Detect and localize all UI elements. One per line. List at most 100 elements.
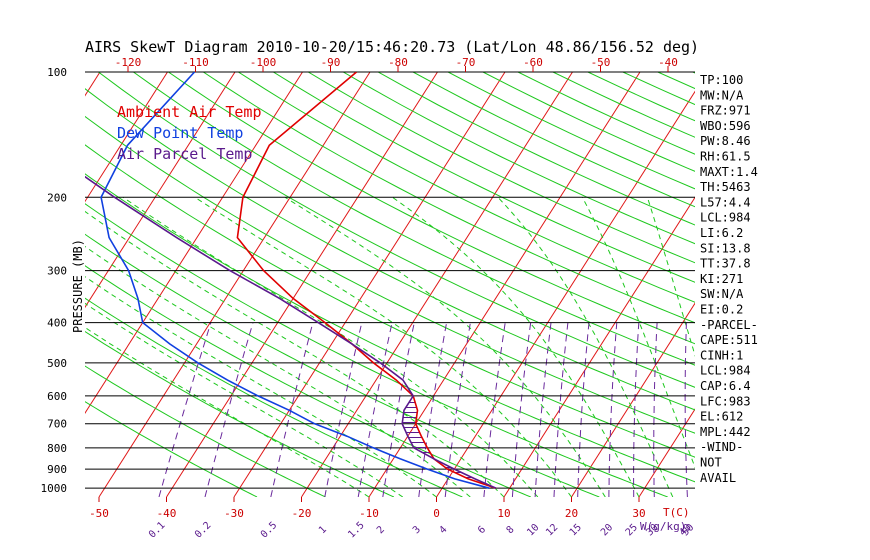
mixing-ratio-tick-label: 0.5	[259, 520, 280, 541]
dry-adiabat-line	[85, 144, 695, 458]
chart-title: AIRS SkewT Diagram 2010-10-20/15:46:20.7…	[85, 38, 699, 56]
moist-adiabat-line	[85, 245, 471, 497]
dry-adiabat-line	[85, 115, 695, 434]
mixing-ratio-tick-label: 4	[437, 524, 449, 536]
bottom-temp-tick-label: 10	[497, 507, 510, 520]
pressure-tick-label: 300	[47, 265, 67, 278]
isotherm-line	[85, 72, 168, 203]
mixing-ratio-line	[483, 322, 506, 497]
mixing-unit-label: W(g/kg)	[640, 520, 686, 533]
mixing-ratio-line	[270, 322, 314, 497]
top-temp-tick-label: -90	[321, 56, 341, 69]
index-label: EI:0.2	[700, 303, 743, 317]
cape-area	[401, 394, 497, 489]
isotherm-line	[98, 72, 371, 497]
legend-ambient: Ambient Air Temp	[117, 103, 262, 121]
bottom-temp-tick-labels: -50 -40 -30 -20 -10 0 10 20 30	[89, 497, 646, 520]
top-temp-tick-label: -50	[591, 56, 611, 69]
top-temp-tick-label: -80	[388, 56, 408, 69]
dry-adiabat-line	[85, 365, 326, 497]
mixing-ratio-tick-label: 15	[568, 522, 584, 538]
index-label: MW:N/A	[700, 88, 744, 102]
pressure-tick-label: 400	[47, 317, 67, 330]
dry-adiabat-line	[482, 72, 695, 172]
bottom-temp-tick-label: -50	[89, 507, 109, 520]
isotherm-line	[0, 72, 33, 497]
legend-dewpoint: Dew Point Temp	[117, 124, 243, 142]
pressure-tick-label: 1000	[41, 482, 68, 495]
bottom-temp-tick-label: -10	[359, 507, 379, 520]
pressure-tick-label: 200	[47, 191, 67, 204]
index-label: TP:100	[700, 73, 743, 87]
mixing-ratio-line	[553, 322, 569, 497]
pressure-tick-label: 800	[47, 442, 67, 455]
moist-adiabat-line	[85, 210, 505, 497]
index-label: LFC:983	[700, 394, 751, 408]
index-label: CINH:1	[700, 348, 743, 362]
bottom-temp-tick-label: -30	[224, 507, 244, 520]
isotherm-line	[85, 72, 101, 97]
mixing-ratio-tick-label: 25	[624, 522, 640, 538]
dewpoint-temp-line	[100, 72, 490, 489]
mixing-ratio-line	[444, 322, 471, 497]
index-label: EL:612	[700, 410, 743, 424]
top-temp-tick-label: -100	[250, 56, 277, 69]
index-label: WBO:596	[700, 119, 751, 133]
isotherm-line	[436, 90, 695, 497]
index-label: SI:13.8	[700, 241, 751, 255]
dry-adiabat-line	[238, 72, 695, 303]
pressure-tick-labels: 100 200 300 400 500 600 700 800 900 1000	[41, 66, 68, 495]
index-label: LCL:984	[700, 364, 751, 378]
mixing-ratio-tick-label: 1	[317, 524, 329, 536]
isotherm-line	[85, 72, 236, 309]
dry-adiabat-line	[447, 72, 695, 190]
pressure-tick-label: 600	[47, 390, 67, 403]
isotherm-line	[638, 408, 695, 497]
pressure-tick-label: 500	[47, 357, 67, 370]
dry-adiabat-line	[85, 265, 531, 497]
isotherm-line	[233, 72, 506, 497]
mixing-ratio-line	[324, 322, 363, 497]
dry-adiabat-line	[133, 72, 695, 366]
index-label: AVAIL	[700, 471, 736, 485]
isotherm-line	[166, 72, 438, 497]
dry-adiabat-line	[307, 72, 695, 264]
dry-adiabat-line	[412, 72, 695, 208]
mixing-ratio-line	[534, 322, 552, 497]
bottom-temp-tick-label: 30	[632, 507, 645, 520]
index-label: TT:37.8	[700, 257, 751, 271]
y-axis-label: PRESSURE (MB)	[71, 239, 85, 333]
index-label: MPL:442	[700, 425, 751, 439]
mixing-ratio-tick-label: 10	[525, 522, 541, 538]
index-label: CAP:6.4	[700, 379, 751, 393]
mixing-ratio-tick-label: 8	[505, 524, 517, 536]
mixing-ratio-line	[653, 322, 658, 497]
parcel-temp-line	[85, 175, 497, 489]
bottom-temp-tick-label: -20	[292, 507, 312, 520]
top-temp-tick-label: -70	[456, 56, 476, 69]
index-label: CAPE:511	[700, 333, 758, 347]
mixing-ratio-line	[158, 322, 212, 497]
legend-parcel: Air Parcel Temp	[117, 145, 252, 163]
dry-adiabat-line	[85, 233, 600, 497]
dry-adiabat-line	[85, 297, 463, 497]
legend: Ambient Air Temp Dew Point Temp Air Parc…	[117, 103, 262, 163]
dry-adiabat-line	[203, 72, 695, 324]
pressure-tick-label: 900	[47, 463, 67, 476]
dry-adiabat-line	[85, 173, 695, 483]
mixing-ratio-line	[382, 322, 415, 497]
background-grid	[0, 72, 695, 497]
pressure-tick-label: 700	[47, 418, 67, 431]
mixing-ratio-tick-label: 12	[544, 522, 560, 538]
mixing-ratio-tick-label: 0.1	[147, 520, 168, 541]
index-label: RH:61.5	[700, 150, 751, 164]
index-label: SW:N/A	[700, 287, 744, 301]
mixing-ratio-tick-label: 6	[476, 524, 488, 536]
dry-adiabat-line	[85, 88, 695, 411]
moist-adiabat-line	[85, 276, 437, 497]
mixing-ratio-tick-label: 0.2	[193, 520, 214, 541]
mixing-ratio-line	[418, 322, 448, 497]
bottom-temp-tick-label: 0	[433, 507, 440, 520]
dry-adiabat-line	[85, 203, 668, 497]
